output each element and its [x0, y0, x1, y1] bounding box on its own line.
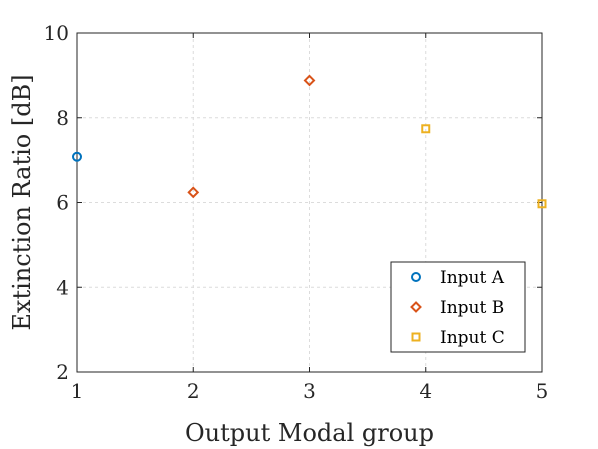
y-tick-label: 10	[44, 21, 69, 45]
x-tick-label: 2	[187, 379, 200, 403]
data-point	[72, 151, 82, 162]
x-tick-label: 4	[419, 379, 432, 403]
data-point	[421, 124, 431, 134]
data-point	[303, 74, 316, 87]
x-tick-labels: 1 2 3 4 5	[71, 379, 549, 403]
data-point	[537, 199, 547, 209]
legend-label: Input A	[440, 268, 505, 288]
legend: Input A Input B Input C	[390, 261, 526, 353]
y-tick-label: 8	[56, 106, 69, 130]
x-tick-label: 5	[536, 379, 549, 403]
legend-box	[390, 261, 526, 353]
x-tick-label: 1	[71, 379, 84, 403]
data-points	[72, 74, 547, 209]
y-tick-label: 4	[56, 275, 69, 299]
legend-marker	[411, 272, 421, 282]
legend-label: Input B	[440, 298, 504, 318]
y-tick-labels: 2 4 6 8 10	[44, 21, 69, 384]
legend-label: Input C	[440, 328, 505, 348]
data-point	[187, 186, 200, 199]
y-axis-title: Extinction Ratio [dB]	[8, 74, 36, 330]
y-tick-label: 6	[56, 191, 69, 215]
x-tick-label: 3	[303, 379, 316, 403]
x-axis-title: Output Modal group	[185, 419, 434, 447]
legend-marker	[410, 301, 422, 313]
y-tick-label: 2	[56, 360, 69, 384]
legend-marker	[411, 332, 421, 342]
